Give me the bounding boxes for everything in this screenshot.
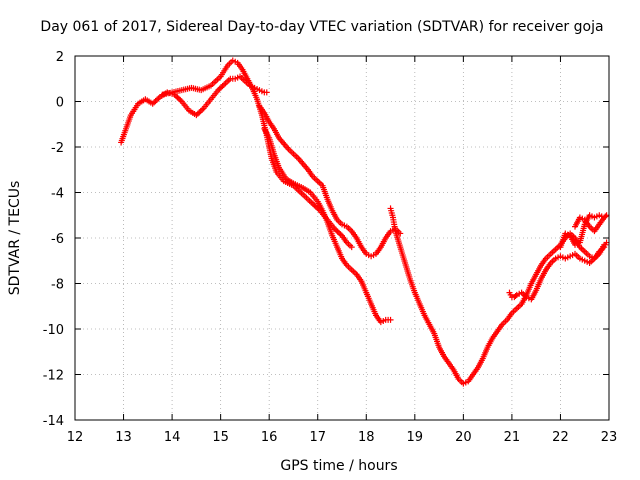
x-tick-label: 23 xyxy=(601,430,618,445)
x-tick-label: 18 xyxy=(358,430,375,445)
data-point xyxy=(334,228,341,235)
y-tick-label: 2 xyxy=(56,50,64,65)
y-tick-label: -14 xyxy=(43,414,64,429)
x-tick-label: 21 xyxy=(504,430,521,445)
axis-ticks xyxy=(74,55,610,421)
data-point xyxy=(199,106,206,113)
data-point xyxy=(512,293,519,300)
data-point xyxy=(221,81,228,88)
x-tick-label: 15 xyxy=(212,430,229,445)
plot-frame xyxy=(74,55,610,421)
x-tick-label: 20 xyxy=(455,430,472,445)
x-tick-label: 12 xyxy=(67,430,84,445)
series-track-b xyxy=(159,57,355,251)
series-track-e xyxy=(387,205,608,387)
data-point xyxy=(387,316,394,323)
data-points xyxy=(118,57,610,387)
x-tick-label: 14 xyxy=(164,430,181,445)
x-tick-label: 19 xyxy=(407,430,424,445)
data-point xyxy=(151,99,158,106)
x-tick-label: 13 xyxy=(115,430,132,445)
y-axis-label: SDTVAR / TECUs xyxy=(7,181,23,296)
y-tick-label: 0 xyxy=(56,96,64,111)
y-tick-label: -8 xyxy=(51,278,64,293)
series-track-f xyxy=(506,239,610,303)
x-axis-label: GPS time / hours xyxy=(280,458,397,474)
series-track-c xyxy=(256,103,404,260)
x-tick-label: 22 xyxy=(552,430,569,445)
chart-title: Day 061 of 2017, Sidereal Day-to-day VTE… xyxy=(40,19,603,35)
data-point xyxy=(348,244,355,251)
y-tick-label: -10 xyxy=(43,323,64,338)
data-point xyxy=(601,214,608,221)
y-tick-label: -4 xyxy=(51,187,64,202)
data-point xyxy=(175,95,182,102)
series-track-a xyxy=(118,73,270,146)
data-point xyxy=(216,85,223,92)
tick-labels: 12 13 14 15 16 17 18 19 20 21 22 23-14-12-10-8-6-4-… xyxy=(43,50,618,445)
x-tick-label: 17 xyxy=(309,430,326,445)
data-point xyxy=(263,89,270,96)
y-tick-label: -2 xyxy=(51,141,64,156)
series-track-h xyxy=(572,214,608,235)
data-point xyxy=(197,108,204,115)
data-point xyxy=(336,229,343,236)
data-point xyxy=(194,110,201,117)
y-tick-label: -6 xyxy=(51,232,64,247)
y-tick-label: -12 xyxy=(43,369,64,384)
series-track-d xyxy=(261,125,394,326)
data-point xyxy=(174,94,181,101)
data-point xyxy=(177,97,184,104)
x-tick-label: 16 xyxy=(261,430,278,445)
data-point xyxy=(333,227,340,234)
data-point xyxy=(218,84,225,91)
